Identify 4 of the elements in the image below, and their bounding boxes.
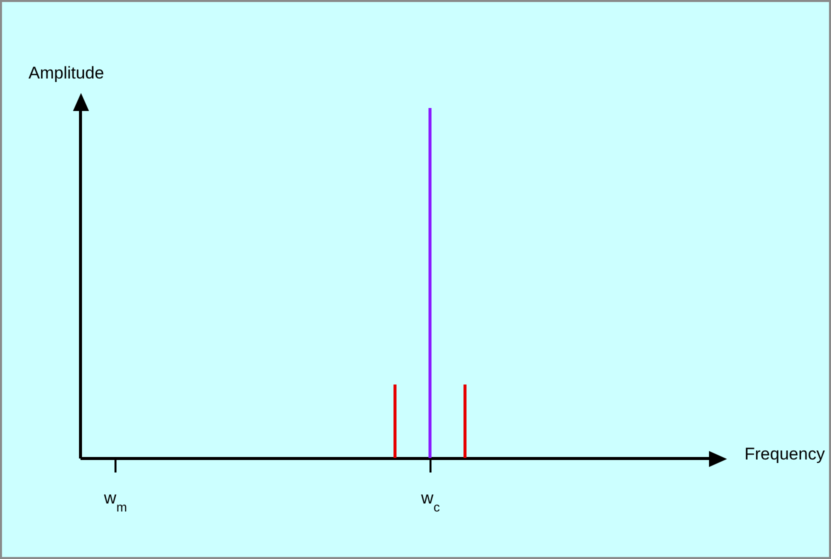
x-tick-label: w$_{c}$ xyxy=(420,488,440,514)
x-axis-title: Frequency xyxy=(744,444,826,464)
y-axis-title: Amplitude xyxy=(28,64,104,82)
x-tick-label: w$_{m}$ xyxy=(103,488,127,514)
